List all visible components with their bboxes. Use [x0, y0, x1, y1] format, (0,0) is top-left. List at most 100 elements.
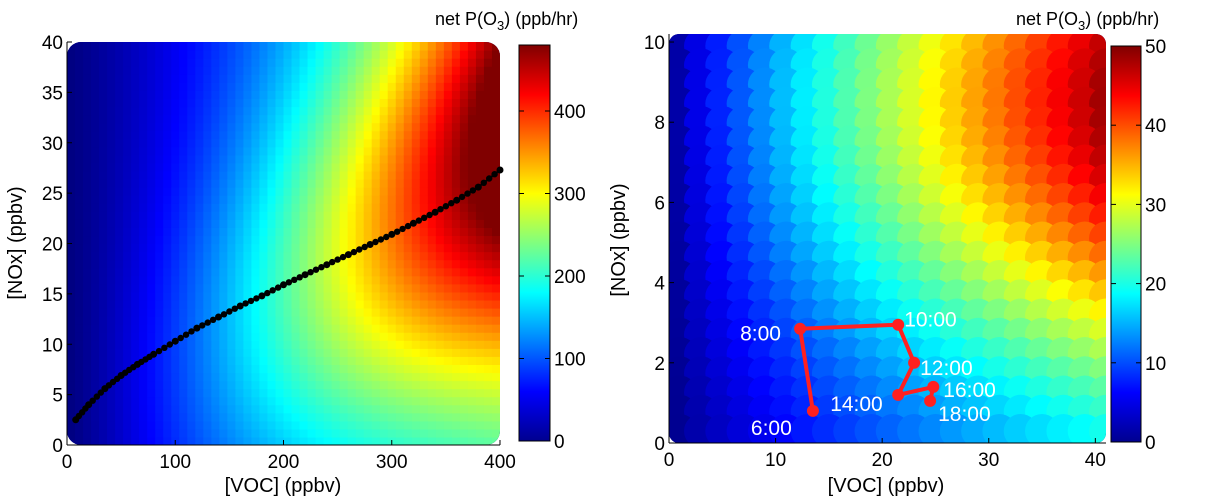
heatmap-cell [307, 348, 317, 357]
heatmap-cell [259, 179, 269, 188]
heatmap-cell [155, 324, 164, 333]
heatmap-cell [339, 114, 349, 124]
heatmap-cell [171, 130, 180, 140]
heatmap-cell [387, 299, 397, 309]
heatmap-cell [179, 251, 188, 261]
heatmap-cell [155, 130, 164, 140]
heatmap-cell [187, 98, 196, 108]
heatmap-cell [379, 348, 389, 357]
heatmap-cell [355, 130, 365, 140]
heatmap-cell [451, 50, 461, 59]
heatmap-cell [395, 324, 405, 333]
heatmap-cell [115, 259, 124, 269]
heatmap-cell [211, 82, 220, 91]
heatmap-cell [283, 179, 293, 188]
heatmap-cell [451, 299, 461, 309]
heatmap-cell [331, 235, 341, 245]
data-point [350, 248, 358, 256]
heatmap-cell [91, 50, 100, 59]
heatmap-cell [163, 420, 172, 430]
heatmap-cell [315, 243, 325, 253]
heatmap-cell [435, 195, 445, 204]
heatmap-cell [83, 146, 92, 156]
heatmap-cell [371, 243, 381, 253]
heatmap-cell [259, 356, 269, 365]
heatmap-cell [243, 259, 253, 269]
heatmap-cell [179, 299, 188, 309]
heatmap-cell [83, 324, 92, 333]
heatmap-cell [371, 227, 381, 237]
heatmap-cell [387, 412, 397, 422]
heatmap-cell [371, 396, 381, 406]
heatmap-cell [131, 380, 140, 390]
heatmap-cell [275, 162, 285, 172]
heatmap-cell [267, 332, 277, 341]
heatmap-cell [355, 283, 365, 293]
heatmap-cell [139, 436, 148, 445]
heatmap-cell [363, 203, 373, 212]
heatmap-cell [179, 74, 188, 83]
heatmap-cell [195, 106, 204, 116]
heatmap-cell [411, 243, 421, 253]
heatmap-cell [235, 235, 245, 245]
left-colorbar-title: net P(O3) (ppb/hr) [435, 9, 578, 33]
heatmap-cell [307, 299, 317, 309]
heatmap-cell [107, 170, 116, 180]
heatmap-cell [403, 211, 413, 220]
heatmap-cell [363, 138, 373, 148]
heatmap-cell [147, 138, 156, 148]
heatmap-cell [227, 203, 236, 212]
heatmap-cell [139, 299, 148, 309]
heatmap-cell [67, 299, 76, 309]
heatmap-cell [387, 259, 397, 269]
heatmap-cell [75, 146, 84, 156]
heatmap-cell [91, 74, 100, 83]
heatmap-cell [99, 138, 108, 148]
heatmap-cell [403, 42, 413, 51]
heatmap-cell [459, 364, 469, 374]
heatmap-cell [443, 332, 453, 341]
heatmap-cell [315, 82, 325, 91]
data-point [204, 319, 211, 326]
heatmap-cell [75, 420, 84, 430]
heatmap-cell [283, 106, 293, 116]
heatmap-cell [243, 66, 253, 75]
heatmap-cell [267, 74, 277, 83]
heatmap-cell [451, 227, 461, 237]
y-tick-label: 10 [42, 335, 63, 356]
heatmap-cell [467, 154, 477, 164]
heatmap-cell [123, 412, 132, 422]
heatmap-cell [179, 179, 188, 188]
heatmap-cell [379, 283, 389, 293]
heatmap-cell [115, 187, 124, 196]
heatmap-cell [123, 324, 132, 333]
heatmap-cell [131, 130, 140, 140]
heatmap-cell [491, 348, 500, 357]
heatmap-cell [387, 219, 397, 228]
heatmap-cell [339, 420, 349, 430]
heatmap-cell [99, 50, 108, 59]
heatmap-cell [419, 42, 429, 51]
heatmap-cell [323, 74, 333, 83]
heatmap-cell [243, 428, 253, 438]
heatmap-cell [323, 332, 333, 341]
heatmap-cell [139, 170, 148, 180]
heatmap-cell [195, 58, 204, 67]
heatmap-cell [163, 364, 172, 374]
heatmap-cell [171, 324, 180, 333]
heatmap-cell [323, 364, 333, 374]
heatmap-cell [171, 267, 180, 277]
heatmap-cell [75, 130, 84, 140]
heatmap-cell [475, 90, 485, 100]
heatmap-cell [355, 154, 365, 164]
heatmap-cell [315, 316, 325, 325]
heatmap-cell [483, 307, 493, 317]
heatmap-cell [291, 122, 301, 132]
heatmap-cell [179, 66, 188, 75]
data-point [388, 230, 396, 238]
heatmap-cell [443, 138, 453, 148]
heatmap-cell [235, 259, 245, 269]
heatmap-cell [211, 340, 220, 349]
heatmap-cell [179, 396, 188, 406]
heatmap-cell [99, 259, 108, 269]
